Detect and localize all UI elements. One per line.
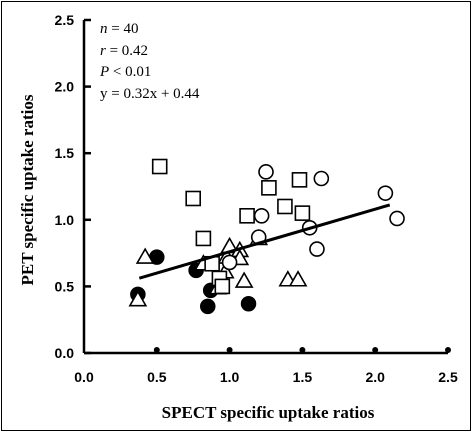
- data-point-open-square: [294, 205, 311, 221]
- data-point-open-triangle: [234, 271, 254, 288]
- y-tick-label: 1.5: [55, 145, 75, 161]
- data-point-open-circle: [253, 208, 270, 224]
- x-axis-title: SPECT specific uptake ratios: [162, 403, 375, 422]
- regression-line: [138, 203, 391, 280]
- y-tick-label: 0.5: [55, 278, 75, 294]
- annotation-p: P < 0.01: [99, 64, 151, 80]
- annotation-n: n = 40: [100, 21, 138, 37]
- x-tick-mark: [153, 347, 160, 353]
- n-value: = 40: [108, 21, 139, 37]
- x-tick-label: 0.5: [147, 369, 167, 385]
- y-tick-label: 0.0: [55, 345, 75, 361]
- x-tick-label: 2.5: [438, 369, 458, 385]
- x-tick-mark: [445, 347, 451, 353]
- data-point-open-circle: [309, 241, 325, 257]
- stats-annotation: n = 40 r = 0.42 P < 0.01 y = 0.32x + 0.4…: [99, 21, 200, 102]
- data-point-open-triangle: [135, 247, 155, 264]
- y-tick-label: 2.5: [55, 12, 75, 28]
- annotation-equation: y = 0.32x + 0.44: [100, 86, 200, 102]
- data-point-open-square: [261, 180, 277, 196]
- data-point-open-square: [185, 190, 201, 207]
- data-point-open-square: [291, 172, 308, 188]
- y-axis-title: PET specific uptake ratios: [18, 94, 37, 285]
- x-tick-label: 1.5: [293, 369, 313, 385]
- annotation-r: r = 0.42: [100, 43, 148, 59]
- data-point-open-circle: [313, 170, 330, 187]
- data-point-open-triangle: [128, 290, 148, 307]
- p-symbol: P: [99, 64, 109, 80]
- data-point-filled-circle: [240, 295, 257, 312]
- r-symbol: r: [100, 43, 106, 59]
- n-symbol: n: [100, 21, 108, 37]
- x-tick-mark: [299, 347, 306, 353]
- data-point-open-square: [239, 208, 255, 224]
- data-points: [128, 158, 405, 315]
- data-point-open-square: [277, 198, 293, 215]
- data-point-open-triangle: [288, 270, 308, 287]
- data-point-open-circle: [221, 254, 238, 271]
- y-tick-label: 2.0: [55, 79, 75, 95]
- plot-area: 0.0 0.5 1.0 1.5 2.0 2.5 0.0 0.5 1.0 1.5 2.0 2.5: [55, 12, 458, 385]
- axis-ticks: 0.0 0.5 1.0 1.5 2.0 2.5 0.0 0.5 1.0 1.5 2.0 2.5: [55, 12, 458, 385]
- x-tick-label: 2.0: [365, 369, 385, 385]
- p-value: < 0.01: [109, 64, 151, 80]
- data-point-open-circle: [389, 210, 405, 227]
- x-tick-mark: [226, 347, 233, 353]
- data-point-open-square: [214, 278, 231, 295]
- x-tick-mark: [372, 347, 379, 353]
- x-tick-label: 1.0: [220, 369, 240, 385]
- data-point-open-circle: [377, 185, 394, 201]
- x-tick-label: 0.0: [74, 369, 94, 385]
- data-point-filled-circle: [200, 298, 216, 315]
- data-point-open-square: [151, 158, 168, 175]
- y-tick-label: 1.0: [55, 212, 75, 228]
- data-point-open-square: [195, 230, 212, 247]
- data-point-open-circle: [258, 164, 274, 180]
- r-value: = 0.42: [106, 43, 148, 59]
